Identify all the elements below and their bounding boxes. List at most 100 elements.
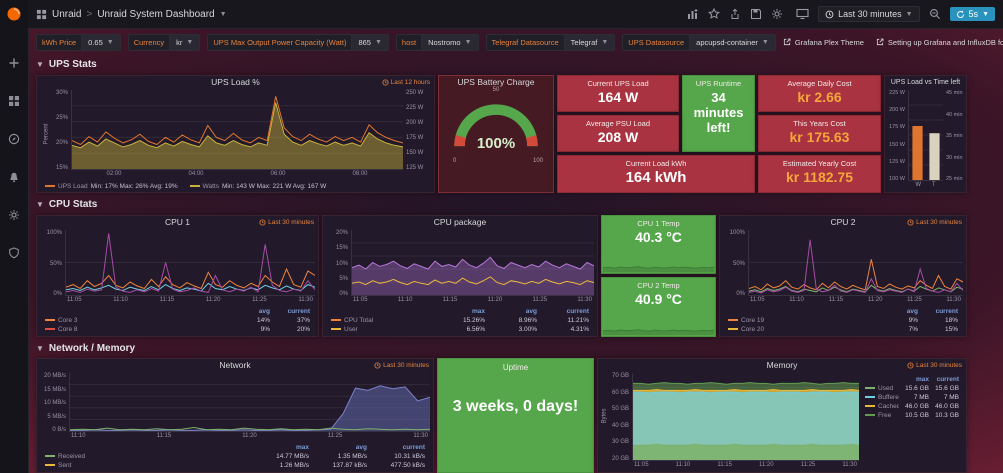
stat-value: 40.3 °C [635,229,682,245]
panel-title[interactable]: UPS Load % [211,77,260,87]
panel-title[interactable]: Average PSU Load [585,119,651,128]
dashboard-submenu: kWh Price 0.65 ▼ Currency kr ▼ UPS Max Outpu… [36,31,1003,53]
refresh-picker[interactable]: 5s ▼ [949,7,995,21]
refresh-icon [956,10,965,19]
explore-compass-icon[interactable] [0,126,28,152]
chevron-down-icon: ▼ [36,200,44,209]
battery-gauge: 0 50 100 100% [439,87,553,192]
configuration-gear-icon[interactable] [0,202,28,228]
panel-title[interactable]: Network [219,360,251,370]
stat-value: 164 kWh [625,169,687,186]
x-axis: 11:10 11:15 11:20 11:25 11:30 [71,433,428,439]
legend-item: Received 14.77 MB/s 1.35 MB/s 10.31 kB/s [45,452,425,461]
panel-title[interactable]: Memory [766,360,798,370]
panel-title[interactable]: CPU 2 Temp [637,281,680,290]
chevron-down-icon: ▼ [905,10,913,18]
share-icon[interactable] [729,8,741,20]
top-navbar: Unraid > Unraid System Dashboard ▼ Last … [28,0,1003,29]
zoom-out-icon[interactable] [929,8,941,20]
row-network-memory[interactable]: ▼ Network / Memory [36,343,136,354]
legend: avg current Core 19 9% 18% Core 20 7% 15% [720,307,966,336]
panel-title[interactable]: UPS Battery Charge [457,77,535,87]
legend-item: Core 3 14% 37% [45,316,310,325]
chevron-down-icon[interactable]: ▼ [219,10,227,18]
variable-kwh-price[interactable]: kWh Price 0.65 ▼ [36,33,121,51]
row-ups-stats[interactable]: ▼ UPS Stats [36,59,97,70]
dashboards-icon[interactable] [0,88,28,114]
gauge-tick-mid: 50 [492,87,500,93]
plot-area[interactable] [908,90,943,181]
x-axis: 11:05 11:10 11:15 11:20 11:25 11:30 [353,297,592,303]
stat-value: kr 175.63 [789,129,850,145]
link-grafana-plex-theme[interactable]: Grafana Plex Theme [783,38,864,47]
sparkline [603,258,714,272]
y-axis-left: 30% 25% 20% 15% [55,90,68,171]
panel-title[interactable]: CPU package [433,217,487,227]
x-axis: 02:00 04:00 06:00 08:00 [106,171,368,177]
legend: max avg current Received 14.77 MB/s 1.35 MB/… [37,443,433,472]
create-plus-icon[interactable] [0,50,28,76]
add-panel-icon[interactable] [687,8,699,20]
plot-area[interactable] [632,373,859,461]
alerting-bell-icon[interactable] [0,164,28,190]
help-shield-icon[interactable] [0,240,28,266]
plot-area[interactable] [351,230,594,296]
legend-item: Core 19 9% 18% [728,316,958,325]
time-range-picker[interactable]: Last 30 minutes ▼ [818,6,920,22]
y-axis: 70 GB 60 GB 50 GB 40 GB 30 GB 20 GB [611,373,629,462]
link-ups-monitoring-guide[interactable]: Setting up Grafana and InfluxDB for UPS … [876,38,1003,47]
stat-value: kr 1182.75 [786,169,853,185]
plot-area[interactable] [748,230,963,296]
variable-currency[interactable]: Currency kr ▼ [127,33,201,51]
dashboard-title[interactable]: Unraid System Dashboard [97,8,215,20]
chevron-down-icon: ▼ [464,38,472,46]
row-cpu-stats[interactable]: ▼ CPU Stats [36,199,98,210]
panel-title[interactable]: CPU 1 Temp [637,219,680,228]
breadcrumb-org[interactable]: Unraid [52,8,82,20]
panel-title[interactable]: UPS Load vs Time left [890,79,961,86]
y-axis-right: 45 min 40 min 35 min 30 min 25 min [946,90,963,182]
legend: avg current Core 3 14% 37% Core 8 9% 20% [37,307,318,336]
plot-area[interactable] [65,230,315,296]
plot-area[interactable] [69,373,430,432]
tv-mode-icon[interactable] [796,8,809,20]
stat-value: 40.9 °C [635,291,682,307]
panel-title[interactable]: This Years Cost [793,119,846,128]
star-icon[interactable] [708,8,721,20]
stat-value: 208 W [597,129,639,145]
save-icon[interactable] [750,8,762,20]
legend-item: Cached 46.0 GB 46.0 GB [865,402,959,411]
panel-title[interactable]: Current Load kWh [625,159,687,168]
x-axis: 11:05 11:10 11:15 11:20 11:25 11:30 [634,462,857,468]
time-badge: Last 30 minutes [907,219,962,226]
panel-title[interactable]: Average Daily Cost [787,79,852,88]
chevron-down-icon: ▼ [186,38,194,46]
panel-title[interactable]: CPU 2 [830,217,856,227]
legend-item[interactable]: UPS Load Min: 17% Max: 26% Avg: 19% [45,183,178,190]
variable-host[interactable]: host Nostromo ▼ [395,33,479,51]
chevron-down-icon: ▼ [36,60,44,69]
panel-ups-runtime: UPS Runtime 34 minutes left! [682,75,755,152]
variable-ups-max-output[interactable]: UPS Max Output Power Capacity (Watt) 865 ▼ [207,33,389,51]
breadcrumb: Unraid > Unraid System Dashboard ▼ [36,9,227,20]
grafana-logo-icon[interactable] [0,0,28,28]
legend-item: Core 8 9% 20% [45,325,310,334]
panel-title[interactable]: Uptime [502,363,529,372]
panel-title[interactable]: CPU 1 [164,217,191,227]
panel-title[interactable]: Estimated Yearly Cost [782,159,857,168]
variable-telegraf-datasource[interactable]: Telegraf Datasource Telegraf ▼ [485,33,616,51]
panel-uptime: Uptime 3 weeks, 0 days! [437,358,594,473]
legend-item[interactable]: Watts Min: 143 W Max: 221 W Avg: 167 W [189,183,326,190]
chevron-down-icon: ▼ [374,38,382,46]
plot-area[interactable] [71,90,403,170]
panel-title[interactable]: Current UPS Load [587,79,649,88]
time-badge: Last 12 hours [382,79,430,86]
legend: max avg current CPU Total 15.26% 8.96% 11.21%… [323,307,597,336]
variable-ups-datasource[interactable]: UPS Datasource apcupsd-container ▼ [622,33,776,51]
panel-title[interactable]: UPS Runtime [695,79,742,88]
panel-network: Network Last 30 minutes 20 MB/s 15 MB/s 10… [36,358,434,473]
settings-gear-icon[interactable] [771,8,783,20]
panel-average-psu-load: Average PSU Load 208 W [557,115,679,152]
